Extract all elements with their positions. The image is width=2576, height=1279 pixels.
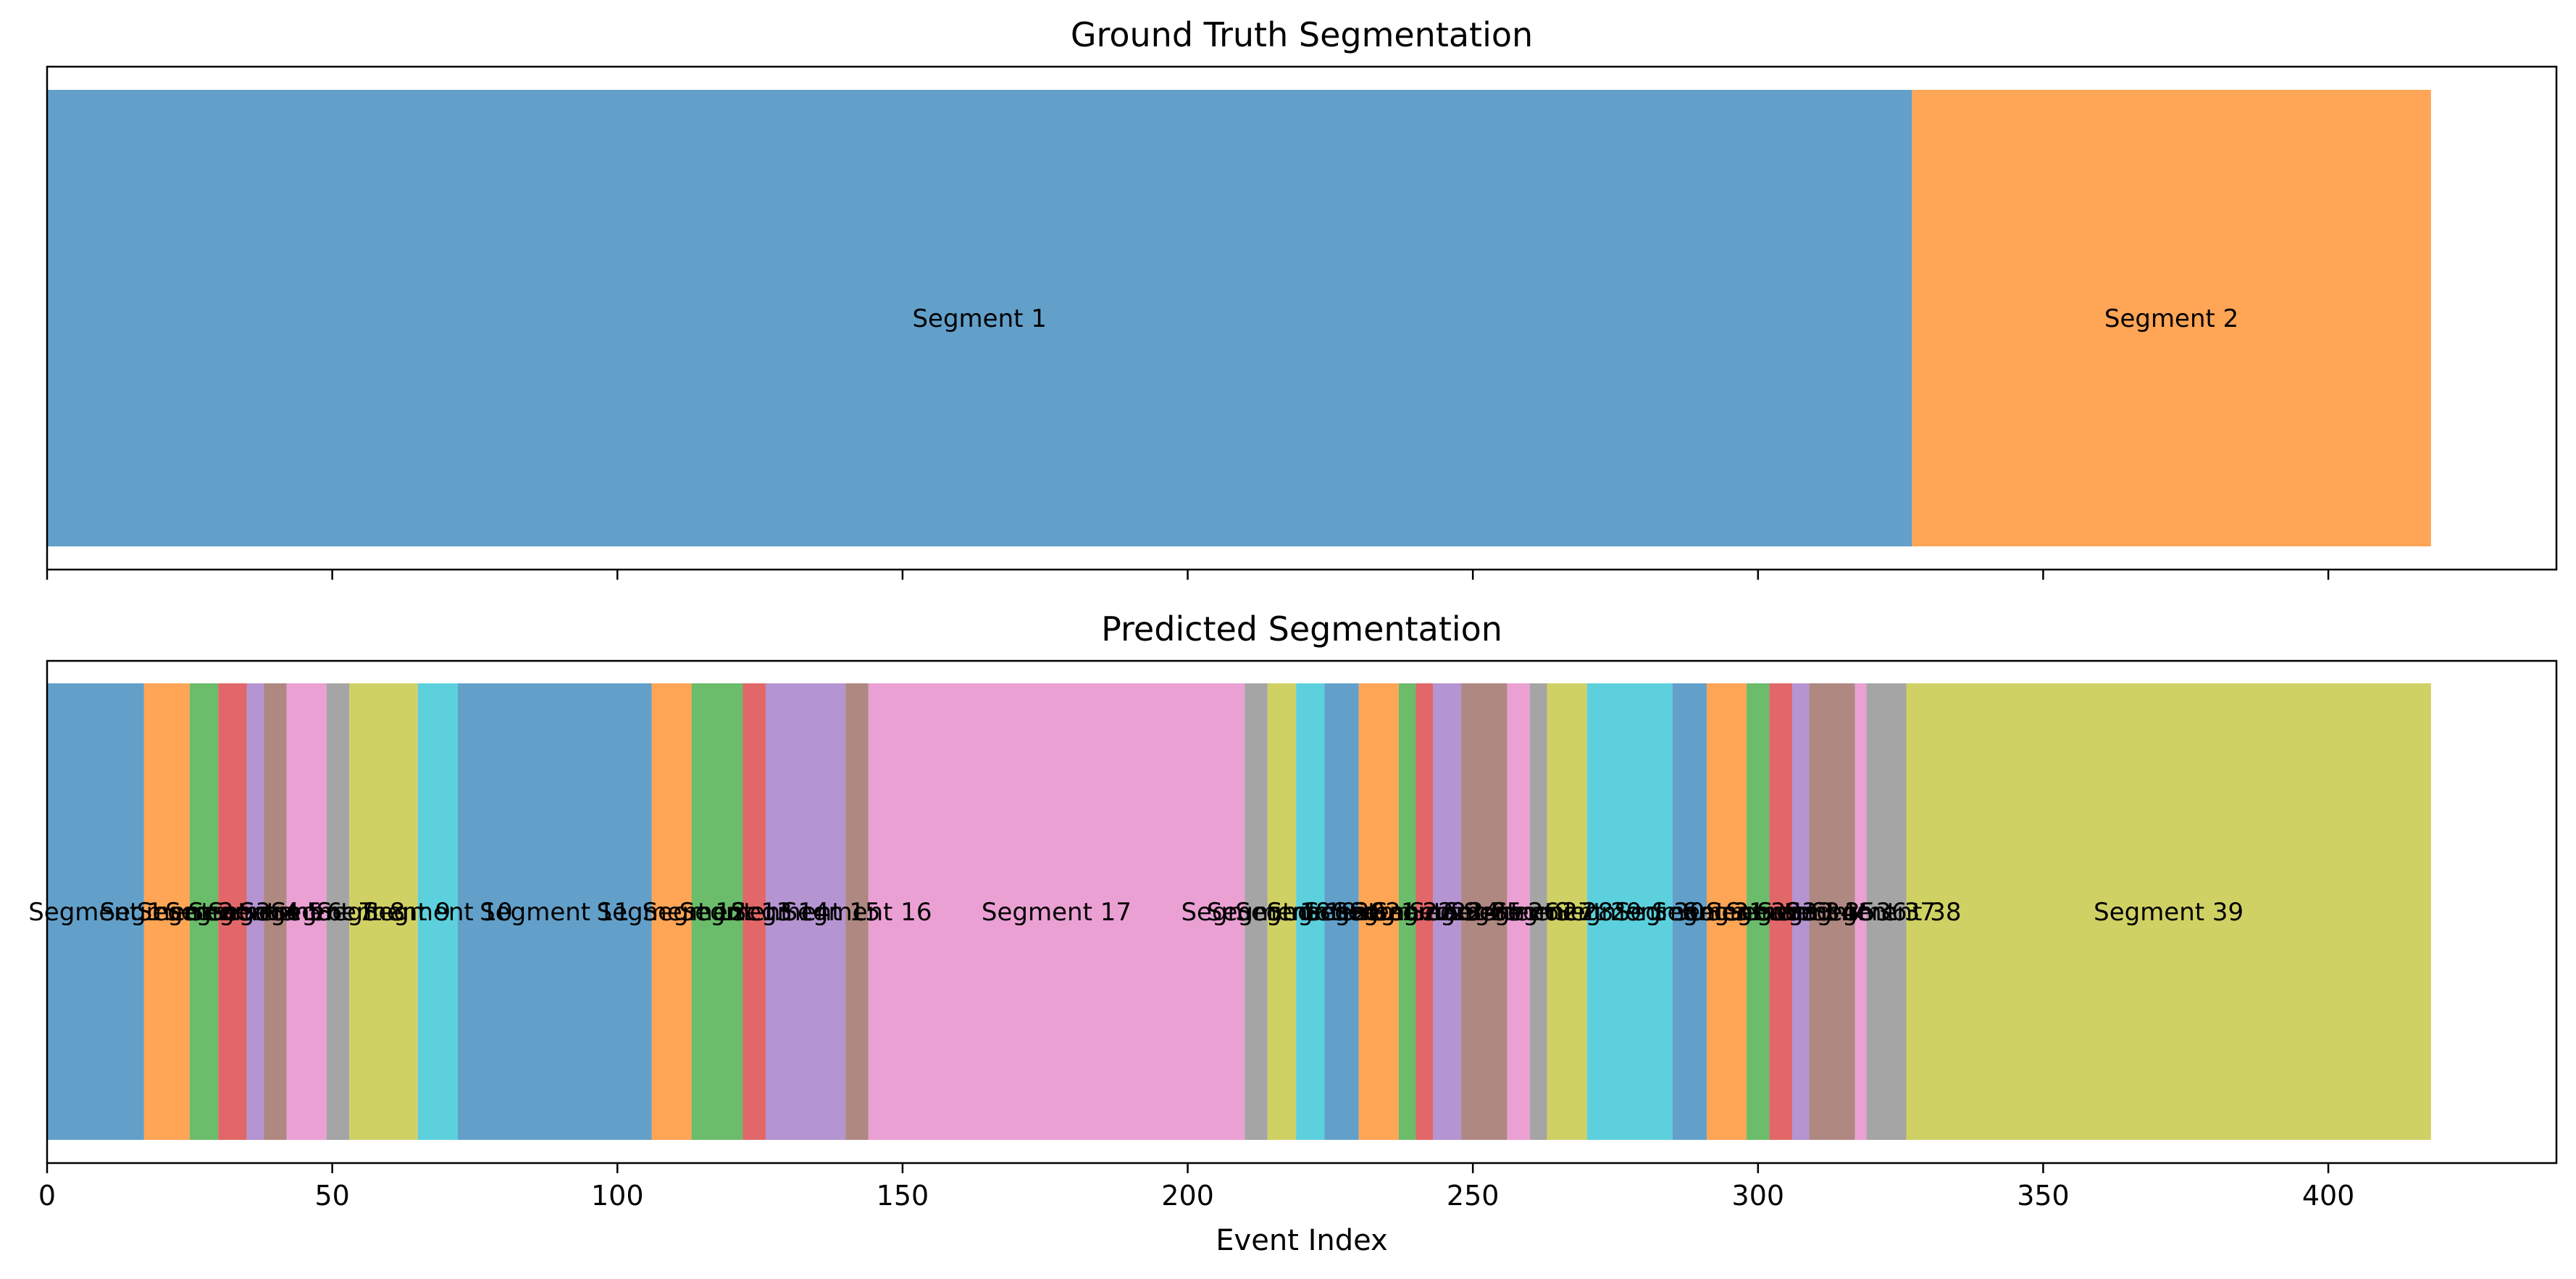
segment-bar: [1854, 683, 1867, 1140]
x-tick-label: 0: [38, 1180, 56, 1212]
segment-bar: [1324, 683, 1359, 1140]
segment-label: Segment 29: [1492, 898, 1642, 927]
segment-label: Segment 19: [1207, 898, 1357, 927]
segment-label: Segment 20: [1235, 898, 1385, 927]
segment-label: Segment 1: [912, 304, 1046, 333]
x-tick-label: 400: [2302, 1180, 2355, 1212]
segment-bar: [349, 683, 418, 1140]
segment-bar: [143, 683, 190, 1140]
segment-label: Segment 1: [28, 898, 162, 927]
segment-label: Segment 3: [137, 898, 271, 927]
segment-bar: [1547, 683, 1587, 1140]
segment-bar: [189, 683, 219, 1140]
segment-label: Segment 8: [271, 898, 405, 927]
segment-bar: [264, 683, 287, 1140]
segment-label: Segment 33: [1683, 898, 1833, 927]
segment-label: Segment 25: [1372, 898, 1522, 927]
segment-label: Segment 32: [1652, 898, 1802, 927]
segment-label: Segment 4: [165, 898, 299, 927]
segment-label: Segment 9: [317, 898, 451, 927]
x-tick-label: 250: [1447, 1180, 1500, 1212]
segment-bar: [1358, 683, 1399, 1140]
segment-label: Segment 17: [982, 898, 1132, 927]
segment-label: Segment 7: [239, 898, 373, 927]
segment-bar: [457, 683, 652, 1140]
segment-label: Segment 30: [1555, 898, 1705, 927]
segment-bar: [218, 683, 247, 1140]
segment-label: Segment 38: [1811, 898, 1961, 927]
segment-label: Segment 11: [480, 898, 630, 927]
segment-bar: [691, 683, 743, 1140]
x-tick-label: 300: [1732, 1180, 1785, 1212]
segment-bar: [1912, 90, 2431, 546]
x-axis-label: Event Index: [1216, 1224, 1387, 1257]
x-tick-label: 100: [591, 1180, 644, 1212]
segment-bar: [417, 683, 458, 1140]
segment-bar: [1906, 683, 2431, 1140]
segment-bar: [1747, 683, 1770, 1140]
segment-bar: [868, 683, 1245, 1140]
segment-label: Segment 2: [100, 898, 234, 927]
segment-label: Segment 16: [782, 898, 932, 927]
segment-bar: [1461, 683, 1507, 1140]
segment-bar: [47, 90, 1912, 546]
x-tick-label: 150: [877, 1180, 929, 1212]
segment-bar: [1415, 683, 1434, 1140]
segment-label: Segment 26: [1409, 898, 1559, 927]
chart-title: Ground Truth Segmentation: [1071, 15, 1533, 54]
segment-bar: [1507, 683, 1530, 1140]
segment-label: Segment 28: [1463, 898, 1613, 927]
segment-label: Segment 6: [208, 898, 342, 927]
segment-bar: [286, 683, 327, 1140]
segment-label: Segment 31: [1615, 898, 1765, 927]
segment-label: Segment 21: [1267, 898, 1417, 927]
segment-bar: [743, 683, 766, 1140]
ground-truth-panel: Ground Truth Segmentation Segment 1 Segmen…: [46, 15, 2558, 580]
segment-label: Segment 23: [1332, 898, 1482, 927]
segment-bar: [326, 683, 350, 1140]
segment-bar: [1267, 683, 1297, 1140]
segment-bar: [246, 683, 264, 1140]
segment-label: Segment 12: [597, 898, 747, 927]
segment-bar: [1296, 683, 1325, 1140]
segment-bar: [1769, 683, 1793, 1140]
segment-label: Segment 18: [1181, 898, 1331, 927]
segment-label: Segment 2: [2104, 304, 2238, 333]
segment-bar: [1433, 683, 1462, 1140]
segment-label: Segment 37: [1786, 898, 1936, 927]
x-tick-label: 50: [314, 1180, 349, 1212]
segment-bar: [1866, 683, 1907, 1140]
segment-label: Segment 24: [1350, 898, 1500, 927]
x-tick-label: 350: [2017, 1180, 2070, 1212]
segment-label: Segment 27: [1444, 898, 1594, 927]
segment-bar: [1672, 683, 1707, 1140]
segment-bar: [1586, 683, 1673, 1140]
segment-bar: [47, 683, 144, 1140]
segment-label: Segment 5: [188, 898, 322, 927]
segment-label: Segment 34: [1706, 898, 1856, 927]
segment-bar: [1809, 683, 1855, 1140]
segment-label: Segment 36: [1757, 898, 1907, 927]
segment-bar: [1529, 683, 1547, 1140]
segment-label: Segment 35: [1726, 898, 1875, 927]
x-tick-label: 200: [1161, 1180, 1214, 1212]
segment-bar: [1398, 683, 1416, 1140]
segment-bar: [1245, 683, 1268, 1140]
segment-label: Segment 14: [679, 898, 829, 927]
segment-bar: [765, 683, 846, 1140]
segment-label: Segment 10: [363, 898, 513, 927]
chart-title: Predicted Segmentation: [1101, 609, 1502, 649]
segment-label: Segment 39: [2094, 898, 2243, 927]
axes-frame: [46, 659, 2558, 1165]
segment-bar: [651, 683, 692, 1140]
segment-bar: [845, 683, 869, 1140]
axes-frame: [46, 65, 2558, 571]
segment-label: Segment 13: [643, 898, 793, 927]
segment-label: Segment 15: [731, 898, 881, 927]
segment-bar: [1792, 683, 1810, 1140]
segment-label: Segment 22: [1304, 898, 1454, 927]
segment-bar: [1706, 683, 1747, 1140]
